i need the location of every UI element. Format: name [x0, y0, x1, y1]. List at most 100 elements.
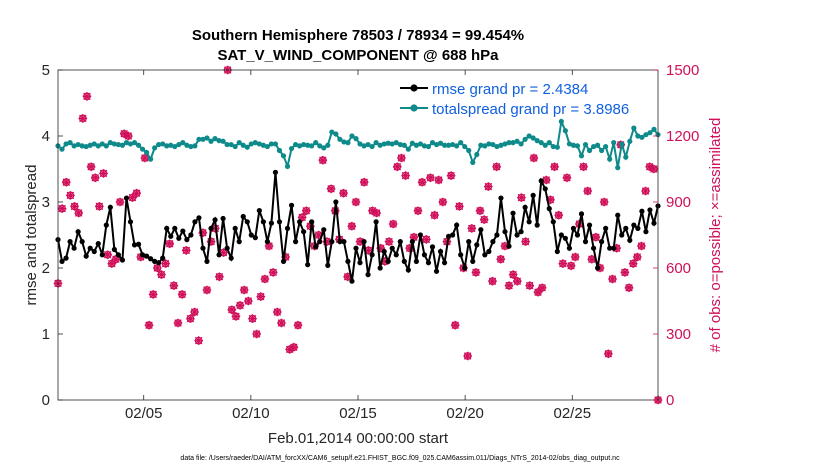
axis-layer: 02/05 02/10 02/15 02/20 02/25 0 1 2 3 4 5 0 300 600 90…: [42, 62, 700, 422]
obs-assimilated-point: [277, 318, 286, 328]
spread-point: [409, 140, 415, 146]
spread-point: [389, 141, 395, 147]
rmse-point: [329, 239, 335, 245]
chart-title-line2: SAT_V_WIND_COMPONENT @ 688 hPa: [217, 47, 499, 64]
spread-point: [180, 140, 186, 146]
rmse-point: [631, 222, 637, 228]
obs-assimilated-point: [521, 237, 530, 246]
x-tick-label: 02/10: [232, 405, 270, 422]
spread-point: [244, 144, 250, 150]
spread-point: [63, 141, 69, 147]
obs-assimilated-point: [268, 268, 278, 277]
spread-point: [288, 145, 295, 152]
obs-assimilated-point: [198, 228, 208, 238]
spread-point: [79, 143, 85, 149]
spread-point: [421, 143, 428, 149]
rmse-point: [321, 227, 327, 233]
obs-assimilated-point: [368, 206, 377, 216]
obs-assimilated-point: [119, 129, 129, 139]
spread-point: [131, 140, 138, 146]
obs-assimilated-point: [409, 232, 419, 242]
y-tick-label-left: 4: [42, 128, 50, 145]
x-tick-label: 02/20: [446, 405, 484, 422]
obs-assimilated-point: [173, 318, 183, 328]
spread-point: [437, 140, 444, 146]
spread-point: [357, 141, 363, 147]
spread-point: [377, 142, 383, 148]
obs-assimilated-point: [570, 252, 580, 262]
obs-assimilated-point: [264, 241, 274, 251]
obs-assimilated-point: [413, 206, 423, 216]
obs-assimilated-point: [318, 155, 328, 165]
y-tick-label-right: 900: [666, 194, 691, 211]
spread-point: [466, 147, 472, 154]
spread-point: [651, 126, 657, 132]
spread-point: [454, 143, 460, 149]
rmse-point: [603, 225, 609, 231]
obs-assimilated-point: [484, 182, 493, 191]
spread-point: [196, 136, 202, 142]
obs-assimilated-point: [57, 204, 67, 213]
rmse-point: [590, 245, 597, 251]
rmse-point: [232, 225, 238, 231]
obs-assimilated-point: [326, 184, 336, 194]
spread-point: [297, 143, 303, 149]
rmse-point: [570, 225, 577, 231]
obs-assimilated-point: [244, 296, 253, 306]
obs-assimilated-point: [215, 272, 224, 282]
spread-point: [425, 143, 432, 150]
spread-point: [494, 143, 500, 150]
legend: rmse grand pr = 2.4384 totalspread grand…: [400, 81, 629, 118]
spread-point: [623, 154, 629, 160]
obs-assimilated-point: [537, 283, 547, 293]
spread-point: [582, 141, 589, 148]
spread-point: [639, 134, 645, 140]
obs-assimilated-point: [140, 153, 150, 163]
rmse-point: [361, 239, 367, 245]
spread-point: [349, 133, 355, 139]
obs-assimilated-point: [388, 219, 398, 229]
spread-point: [554, 144, 560, 150]
spread-point: [292, 141, 299, 148]
obs-assimilated-point: [649, 164, 659, 174]
rmse-point: [506, 243, 512, 249]
spread-point: [276, 147, 283, 154]
spread-point: [526, 133, 532, 139]
y-tick-label-right: 600: [666, 260, 691, 277]
obs-assimilated-point: [202, 285, 212, 295]
obs-assimilated-point: [525, 281, 535, 290]
obs-assimilated-point: [355, 237, 365, 246]
rmse-point: [393, 252, 399, 258]
spread-point: [590, 143, 597, 150]
rmse-point: [148, 256, 154, 262]
legend-spread-marker: [410, 104, 418, 112]
rmse-point: [566, 245, 573, 251]
obs-assimilated-point: [393, 162, 402, 172]
spread-point: [127, 141, 134, 147]
rmse-point: [292, 239, 299, 245]
rmse-point: [530, 192, 536, 198]
rmse-point: [578, 211, 585, 217]
obs-assimilated-point: [339, 188, 348, 198]
obs-assimilated-point: [426, 173, 435, 183]
spread-point: [236, 140, 242, 146]
rmse-point: [103, 222, 109, 228]
rmse-point: [341, 239, 347, 245]
spread-point: [164, 143, 170, 149]
spread-point: [462, 143, 468, 150]
spread-point: [143, 149, 150, 156]
spread-point: [566, 141, 573, 147]
spread-point: [470, 159, 476, 165]
rmse-point: [466, 239, 472, 245]
rmse-point: [317, 239, 323, 245]
spread-point: [95, 143, 101, 149]
rmse-point: [554, 248, 560, 255]
rmse-point: [542, 186, 548, 192]
obs-assimilated-point: [364, 246, 373, 255]
spread-point: [67, 140, 73, 146]
rmse-point: [99, 252, 105, 258]
obs-assimilated-point: [82, 92, 92, 101]
obs-assimilated-point: [90, 173, 100, 183]
spread-point: [260, 142, 266, 148]
rmse-point: [615, 212, 621, 218]
